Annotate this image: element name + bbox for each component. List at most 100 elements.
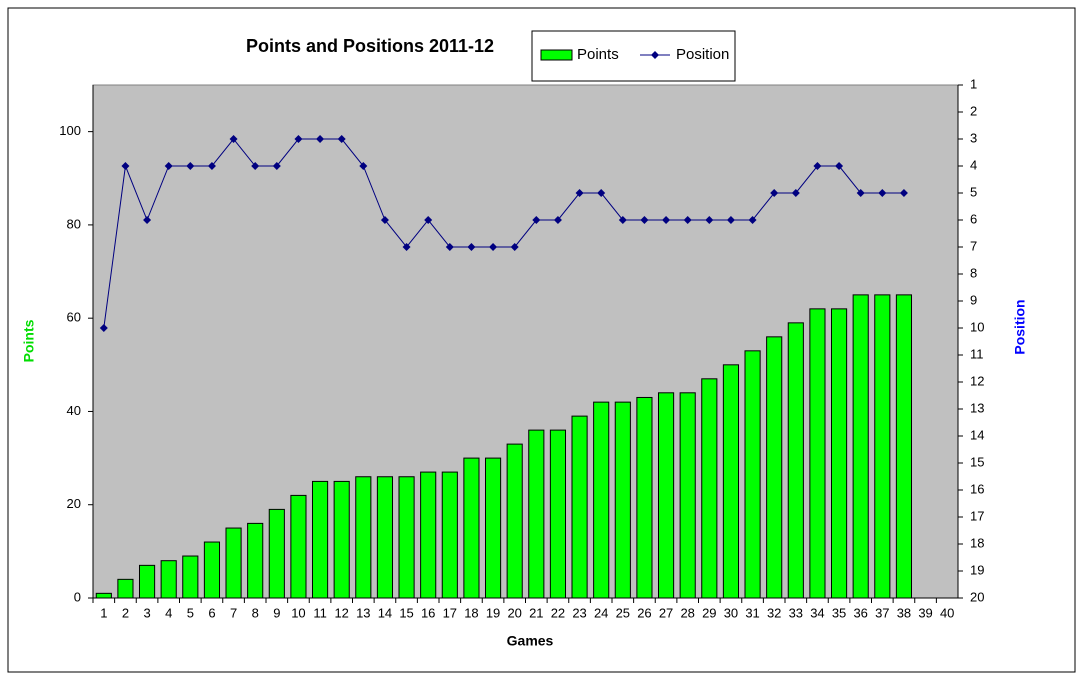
y2-tick-label: 14 [970, 427, 984, 442]
x-axis-title: Games [507, 633, 554, 649]
x-tick-label: 24 [594, 605, 608, 620]
marker [748, 216, 757, 224]
x-tick-label: 4 [165, 605, 172, 620]
marker [791, 189, 800, 197]
y2-tick-label: 5 [970, 184, 977, 199]
legend-marker [651, 51, 659, 59]
x-tick-label: 12 [334, 605, 348, 620]
marker [445, 243, 454, 251]
marker [251, 162, 260, 170]
bar [852, 294, 869, 599]
y2-tick-label: 12 [970, 373, 984, 388]
marker [532, 216, 541, 224]
x-tick-label: 20 [507, 605, 521, 620]
bar [95, 592, 112, 599]
x-tick-label: 31 [745, 605, 759, 620]
bar [355, 476, 372, 599]
marker [359, 162, 368, 170]
marker [856, 189, 865, 197]
y2-tick-label: 16 [970, 481, 984, 496]
bar [701, 378, 718, 599]
bar [484, 457, 502, 599]
bar [679, 392, 696, 599]
marker [380, 216, 389, 224]
x-tick-label: 28 [680, 605, 694, 620]
bar [571, 415, 588, 599]
y2-tick-label: 9 [970, 292, 977, 307]
marker [835, 162, 844, 170]
x-tick-label: 23 [572, 605, 586, 620]
x-tick-label: 27 [659, 605, 673, 620]
bar [311, 480, 329, 599]
marker [878, 189, 887, 197]
marker [618, 216, 627, 224]
y-tick-label: 100 [59, 123, 81, 138]
marker [467, 243, 476, 251]
bar [766, 336, 783, 599]
marker [705, 216, 714, 224]
bar [809, 308, 826, 599]
x-tick-label: 11 [313, 605, 327, 620]
bar [874, 294, 891, 599]
marker [99, 324, 108, 332]
y2-tick-label: 8 [970, 265, 977, 280]
x-tick-label: 19 [486, 605, 500, 620]
y2-tick-label: 13 [970, 400, 984, 415]
y-axis-title: Points [21, 319, 37, 362]
y2-tick-label: 19 [970, 562, 984, 577]
bar [636, 396, 653, 599]
plot-area [92, 84, 959, 599]
y-tick-label: 60 [67, 310, 81, 325]
x-tick-label: 17 [443, 605, 457, 620]
bar [420, 471, 437, 599]
bar [182, 555, 199, 599]
y2-tick-label: 10 [970, 319, 984, 334]
x-tick-label: 10 [291, 605, 305, 620]
x-tick-label: 16 [421, 605, 435, 620]
marker [510, 243, 519, 251]
x-tick-label: 36 [853, 605, 867, 620]
x-tick-label: 2 [122, 605, 129, 620]
bar [117, 578, 134, 599]
x-tick-label: 14 [378, 605, 392, 620]
x-tick-label: 38 [897, 605, 911, 620]
marker [294, 135, 303, 143]
bar [225, 527, 242, 599]
bar [895, 294, 913, 599]
x-tick-label: 32 [767, 605, 781, 620]
bar [247, 522, 264, 599]
y-tick-label: 20 [67, 496, 81, 511]
x-tick-label: 37 [875, 605, 889, 620]
x-tick-label: 26 [637, 605, 651, 620]
marker [316, 135, 325, 143]
legend-swatch [540, 49, 573, 61]
marker [553, 216, 562, 224]
marker [813, 162, 822, 170]
bar [463, 457, 480, 599]
y-tick-label: 0 [74, 589, 81, 604]
bar [333, 480, 350, 599]
bar [160, 560, 177, 599]
marker [662, 216, 671, 224]
x-tick-label: 9 [273, 605, 280, 620]
x-tick-label: 13 [356, 605, 370, 620]
bar [722, 364, 740, 599]
bar [376, 476, 394, 599]
legend-label: Points [577, 46, 619, 63]
x-tick-label: 5 [187, 605, 194, 620]
y-tick-label: 40 [67, 403, 81, 418]
bar [787, 322, 804, 599]
marker [899, 189, 908, 197]
x-tick-label: 39 [918, 605, 932, 620]
marker [726, 216, 735, 224]
position-line [103, 138, 904, 329]
x-tick-label: 21 [529, 605, 543, 620]
x-tick-label: 3 [143, 605, 150, 620]
marker [424, 216, 433, 224]
marker [640, 216, 649, 224]
bar [290, 494, 307, 599]
marker [683, 216, 692, 224]
bar [593, 401, 610, 599]
x-tick-label: 40 [940, 605, 954, 620]
